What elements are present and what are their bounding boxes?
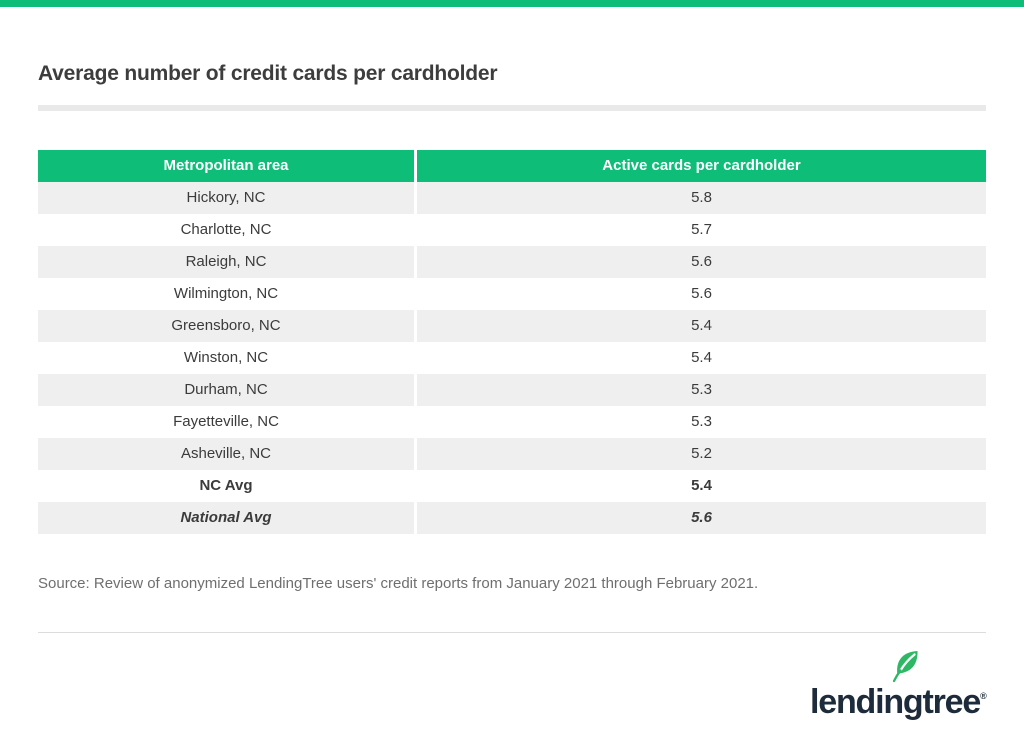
cell-metro-area: Winston, NC (38, 342, 417, 374)
table-row: Raleigh, NC 5.6 (38, 246, 986, 278)
table-row: National Avg 5.6 (38, 502, 986, 534)
table-row: Fayetteville, NC 5.3 (38, 406, 986, 438)
table-row: Greensboro, NC 5.4 (38, 310, 986, 342)
cell-metro-area: Fayetteville, NC (38, 406, 417, 438)
leaf-icon (892, 651, 918, 683)
footer-divider (38, 632, 986, 633)
table-row: NC Avg 5.4 (38, 470, 986, 502)
cell-cards-value: 5.6 (691, 253, 712, 270)
cell-metro-area: Wilmington, NC (38, 278, 417, 310)
cell-metro-area: National Avg (38, 502, 417, 534)
credit-cards-table: Metropolitan area Active cards per cardh… (38, 150, 986, 534)
table-row: Winston, NC 5.4 (38, 342, 986, 374)
cell-cards-value: 5.8 (691, 189, 712, 206)
cell-metro-area: Raleigh, NC (38, 246, 417, 278)
lendingtree-logo: lendingtree® (810, 650, 994, 722)
column-header-cards-per-cardholder: Active cards per cardholder (602, 157, 801, 174)
column-header-metro-area: Metropolitan area (38, 150, 417, 182)
logo-word: lendingtree (810, 683, 981, 721)
table-row: Wilmington, NC 5.6 (38, 278, 986, 310)
logo-wordmark: lendingtree® (810, 683, 987, 722)
table-row: Hickory, NC 5.8 (38, 182, 986, 214)
cell-metro-area: Greensboro, NC (38, 310, 417, 342)
cell-cards-value: 5.4 (691, 349, 712, 366)
page-title: Average number of credit cards per cardh… (38, 62, 498, 85)
cell-metro-area: Hickory, NC (38, 182, 417, 214)
cell-cards-value: 5.4 (691, 317, 712, 334)
cell-metro-area: NC Avg (38, 470, 417, 502)
table-body: Hickory, NC 5.8 Charlotte, NC 5.7 Raleigh, N… (38, 182, 986, 534)
cell-cards-value: 5.4 (691, 477, 712, 494)
cell-cards-value: 5.7 (691, 221, 712, 238)
registered-trademark: ® (980, 691, 987, 701)
cell-cards-value: 5.6 (691, 509, 712, 526)
cell-cards-value: 5.2 (691, 445, 712, 462)
table-row: Asheville, NC 5.2 (38, 438, 986, 470)
cell-cards-value: 5.6 (691, 285, 712, 302)
cell-metro-area: Charlotte, NC (38, 214, 417, 246)
cell-cards-value: 5.3 (691, 413, 712, 430)
table-row: Durham, NC 5.3 (38, 374, 986, 406)
source-note: Source: Review of anonymized LendingTree… (38, 575, 759, 592)
cell-metro-area: Durham, NC (38, 374, 417, 406)
cell-metro-area: Asheville, NC (38, 438, 417, 470)
table-header-row: Metropolitan area Active cards per cardh… (38, 150, 986, 182)
top-accent-bar (0, 0, 1024, 7)
table-row: Charlotte, NC 5.7 (38, 214, 986, 246)
cell-cards-value: 5.3 (691, 381, 712, 398)
title-divider (38, 105, 986, 111)
